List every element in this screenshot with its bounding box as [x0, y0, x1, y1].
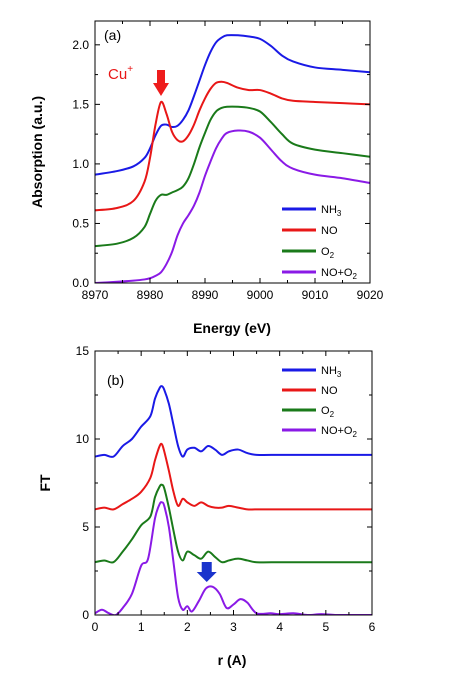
panel-a-x-tick-label: 8990 — [192, 288, 219, 302]
panel-a-legend-name: NO+O — [321, 267, 353, 279]
panel-b-y-tick-label: 0 — [82, 608, 89, 622]
panel-b-legend-subscript: 3 — [337, 370, 342, 379]
panel-a-series-line-4 — [95, 129, 370, 283]
panel-a-legend-entry: NO+O2 — [321, 267, 357, 281]
panel-b-label: (b) — [107, 372, 124, 388]
panel-a-series-line-1 — [95, 34, 370, 176]
panel-a-series-line-3 — [95, 105, 370, 248]
panel-a-ticks: 8970 8980 8990 9000 9010 9020 0.0 0.5 1.0 1.5 2.0 — [72, 21, 384, 302]
panel-b-legend-entry: NO+O2 — [321, 425, 357, 439]
panel-a-legend-entry: O2 — [321, 246, 335, 260]
panel-a-legend-subscript: 2 — [330, 251, 335, 260]
panel-a-plot-area — [95, 34, 370, 283]
panel-b-x-tick-label: 2 — [184, 620, 191, 634]
panel-b-x-tick-label: 5 — [322, 620, 329, 634]
panel-a-legend-name: O — [321, 246, 330, 258]
panel-a-y-tick-label: 0.5 — [72, 216, 89, 230]
panel-a-y-tick-label: 0.0 — [72, 276, 89, 290]
panel-a-legend-subscript: 2 — [352, 272, 357, 281]
red-down-arrow-icon — [153, 70, 169, 96]
panel-a-legend-entry: NO — [321, 225, 338, 237]
blue-down-arrow-icon — [196, 562, 217, 582]
panel-b-series-line-1 — [95, 385, 372, 458]
panel-b-y-tick-label: 5 — [82, 520, 89, 534]
panel-b-x-tick-label: 3 — [230, 620, 237, 634]
panel-a-legend-entry: NH3 — [321, 204, 342, 218]
panel-a-x-axis-label: Energy (eV) — [193, 320, 271, 336]
panel-b-legend-entry: NH3 — [321, 365, 342, 379]
panel-a-series-line-2 — [95, 80, 370, 212]
panel-b-ticks: 0 1 2 3 4 5 6 0 5 10 15 — [76, 344, 376, 634]
cu-annotation-superscript: + — [127, 64, 133, 75]
cu-annotation-text: Cu — [108, 66, 127, 83]
panel-a-y-tick-label: 1.5 — [72, 97, 89, 111]
svg-text:Cu+: Cu+ — [108, 64, 133, 83]
panel-a-y-axis-label: Absorption (a.u.) — [29, 96, 45, 208]
panel-a-legend-name: NO — [321, 225, 338, 237]
panel-a-x-tick-label: 8980 — [137, 288, 164, 302]
panel-a-x-tick-label: 9010 — [302, 288, 329, 302]
panel-a-y-tick-label: 2.0 — [72, 38, 89, 52]
panel-a-xanes: 8970 8980 8990 9000 9010 90200.00.51.01.52.0 … — [29, 20, 384, 336]
panel-a-label: (a) — [104, 27, 121, 43]
panel-a-x-tick-label: 9000 — [247, 288, 274, 302]
panel-b-series-lines — [95, 385, 372, 615]
panel-b-legend-name: O — [321, 405, 330, 417]
panel-a-y-tick-label: 1.0 — [72, 157, 89, 171]
panel-b-y-axis-label: FT — [37, 474, 53, 492]
panel-b-legend-entry: NO — [321, 385, 338, 397]
panel-a-legend-subscript: 3 — [337, 209, 342, 218]
panel-b-legend-subscript: 2 — [330, 410, 335, 419]
panel-a-x-tick-label: 8970 — [82, 288, 109, 302]
panel-a-x-tick-label: 9020 — [357, 288, 384, 302]
panel-a-legend-name: NH — [321, 204, 337, 216]
panel-b-x-tick-label: 0 — [92, 620, 99, 634]
panel-b-x-tick-label: 4 — [276, 620, 283, 634]
panel-b-legend-name: NO — [321, 385, 338, 397]
panel-b-series-line-4 — [95, 501, 372, 615]
panel-b-series-line-3 — [95, 483, 372, 564]
panel-b-y-tick-label: 15 — [76, 344, 90, 358]
panel-b-y-tick-label: 10 — [76, 432, 90, 446]
panel-b-series-line-2 — [95, 442, 372, 511]
panel-b-legend-subscript: 2 — [352, 430, 357, 439]
panel-b-legend-name: NO+O — [321, 425, 353, 437]
panel-b-x-tick-label: 1 — [138, 620, 145, 634]
panel-b-x-tick-label: 6 — [369, 620, 376, 634]
panel-b-legend-name: NH — [321, 365, 337, 377]
panel-a-series-lines — [95, 34, 370, 283]
panel-b-legend-entry: O2 — [321, 405, 335, 419]
panel-b-plot-area — [95, 385, 372, 615]
panel-b-x-axis-label: r (A) — [218, 652, 247, 668]
cu-plus-annotation: Cu+ — [108, 64, 169, 96]
